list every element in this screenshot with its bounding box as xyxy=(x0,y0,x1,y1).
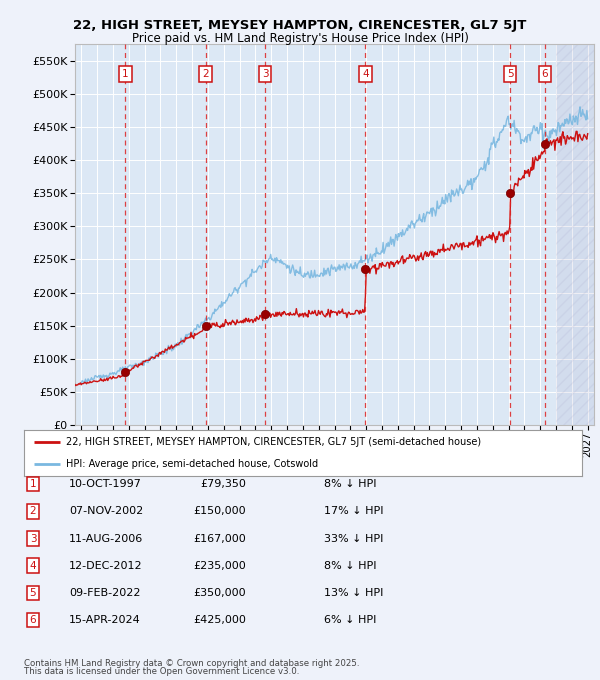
Text: 22, HIGH STREET, MEYSEY HAMPTON, CIRENCESTER, GL7 5JT (semi-detached house): 22, HIGH STREET, MEYSEY HAMPTON, CIRENCE… xyxy=(66,437,481,447)
Text: 6% ↓ HPI: 6% ↓ HPI xyxy=(324,615,376,625)
Text: 09-FEB-2022: 09-FEB-2022 xyxy=(69,588,140,598)
Text: 3: 3 xyxy=(262,69,268,79)
Text: 5: 5 xyxy=(507,69,514,79)
Text: £350,000: £350,000 xyxy=(193,588,246,598)
Text: This data is licensed under the Open Government Licence v3.0.: This data is licensed under the Open Gov… xyxy=(24,667,299,676)
Text: 33% ↓ HPI: 33% ↓ HPI xyxy=(324,534,383,543)
Text: £150,000: £150,000 xyxy=(193,507,246,516)
Text: 4: 4 xyxy=(29,561,37,571)
Text: 6: 6 xyxy=(541,69,548,79)
Text: 6: 6 xyxy=(29,615,37,625)
Text: 8% ↓ HPI: 8% ↓ HPI xyxy=(324,479,377,489)
Text: 15-APR-2024: 15-APR-2024 xyxy=(69,615,141,625)
Text: £425,000: £425,000 xyxy=(193,615,246,625)
Text: Contains HM Land Registry data © Crown copyright and database right 2025.: Contains HM Land Registry data © Crown c… xyxy=(24,659,359,668)
Bar xyxy=(556,44,594,425)
Text: 2: 2 xyxy=(202,69,209,79)
Text: Price paid vs. HM Land Registry's House Price Index (HPI): Price paid vs. HM Land Registry's House … xyxy=(131,32,469,45)
Text: £235,000: £235,000 xyxy=(193,561,246,571)
Text: 8% ↓ HPI: 8% ↓ HPI xyxy=(324,561,377,571)
Text: 11-AUG-2006: 11-AUG-2006 xyxy=(69,534,143,543)
Text: £167,000: £167,000 xyxy=(193,534,246,543)
Text: £79,350: £79,350 xyxy=(200,479,246,489)
Text: 4: 4 xyxy=(362,69,368,79)
Text: 2: 2 xyxy=(29,507,37,516)
Text: 1: 1 xyxy=(122,69,128,79)
Text: 3: 3 xyxy=(29,534,37,543)
Text: 1: 1 xyxy=(29,479,37,489)
Text: 07-NOV-2002: 07-NOV-2002 xyxy=(69,507,143,516)
Text: 13% ↓ HPI: 13% ↓ HPI xyxy=(324,588,383,598)
Text: 5: 5 xyxy=(29,588,37,598)
Text: 17% ↓ HPI: 17% ↓ HPI xyxy=(324,507,383,516)
Text: 10-OCT-1997: 10-OCT-1997 xyxy=(69,479,142,489)
Text: 22, HIGH STREET, MEYSEY HAMPTON, CIRENCESTER, GL7 5JT: 22, HIGH STREET, MEYSEY HAMPTON, CIRENCE… xyxy=(73,19,527,32)
Text: 12-DEC-2012: 12-DEC-2012 xyxy=(69,561,143,571)
Text: HPI: Average price, semi-detached house, Cotswold: HPI: Average price, semi-detached house,… xyxy=(66,458,318,469)
